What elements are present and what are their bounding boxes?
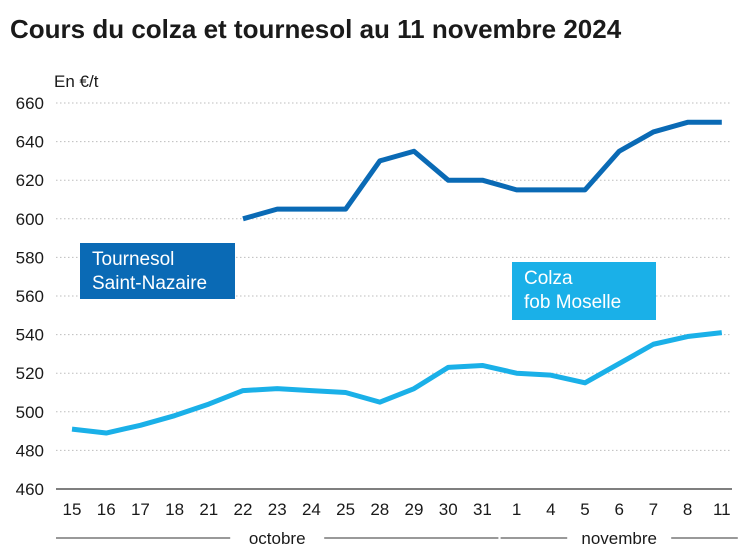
y-tick-label: 500 xyxy=(16,403,44,422)
month-label: octobre xyxy=(249,529,306,548)
chart-title: Cours du colza et tournesol au 11 novemb… xyxy=(10,14,622,44)
x-tick-label: 5 xyxy=(580,500,589,519)
x-tick-label: 7 xyxy=(649,500,658,519)
y-tick-label: 600 xyxy=(16,210,44,229)
x-tick-label: 8 xyxy=(683,500,692,519)
y-tick-label: 540 xyxy=(16,326,44,345)
series-label-box xyxy=(80,243,235,299)
x-tick-label: 16 xyxy=(97,500,116,519)
y-axis-unit-label: En €/t xyxy=(54,72,99,91)
y-tick-label: 660 xyxy=(16,94,44,113)
y-tick-label: 640 xyxy=(16,133,44,152)
x-tick-label: 23 xyxy=(268,500,287,519)
x-tick-label: 21 xyxy=(199,500,218,519)
x-tick-label: 18 xyxy=(165,500,184,519)
x-tick-label: 6 xyxy=(614,500,623,519)
x-tick-label: 25 xyxy=(336,500,355,519)
series-label-text: Saint-Nazaire xyxy=(92,273,207,294)
series-line xyxy=(71,330,723,436)
series-labels: Tournesol Saint-Nazaire Colza fob Moselle xyxy=(80,243,656,320)
series-label-text: Tournesol xyxy=(92,249,174,270)
x-tick-label: 11 xyxy=(713,500,731,519)
y-tick-label: 560 xyxy=(16,287,44,306)
x-tick-label: 30 xyxy=(439,500,458,519)
x-tick-label: 17 xyxy=(131,500,150,519)
y-tick-label: 460 xyxy=(16,480,44,499)
month-label: novembre xyxy=(581,529,657,548)
series-line xyxy=(242,119,722,222)
series-label-box xyxy=(512,262,656,320)
x-tick-label: 4 xyxy=(546,500,555,519)
x-tick-label: 24 xyxy=(302,500,321,519)
x-tick-label: 15 xyxy=(63,500,82,519)
series-label-text: Colza xyxy=(524,268,573,289)
x-tick-label: 29 xyxy=(405,500,424,519)
y-tick-label: 480 xyxy=(16,441,44,460)
y-tick-label: 520 xyxy=(16,364,44,383)
x-tick-label: 1 xyxy=(512,500,521,519)
y-tick-label: 580 xyxy=(16,248,44,267)
y-tick-label: 620 xyxy=(16,171,44,190)
series-lines xyxy=(71,119,723,436)
x-tick-label: 28 xyxy=(370,500,389,519)
x-tick-label: 22 xyxy=(234,500,253,519)
x-tick-label: 31 xyxy=(473,500,492,519)
axes: En €/t 460 480 500 520 540 560 580 600 620 640 660 1… xyxy=(16,72,738,548)
series-label-text: fob Moselle xyxy=(524,292,621,313)
